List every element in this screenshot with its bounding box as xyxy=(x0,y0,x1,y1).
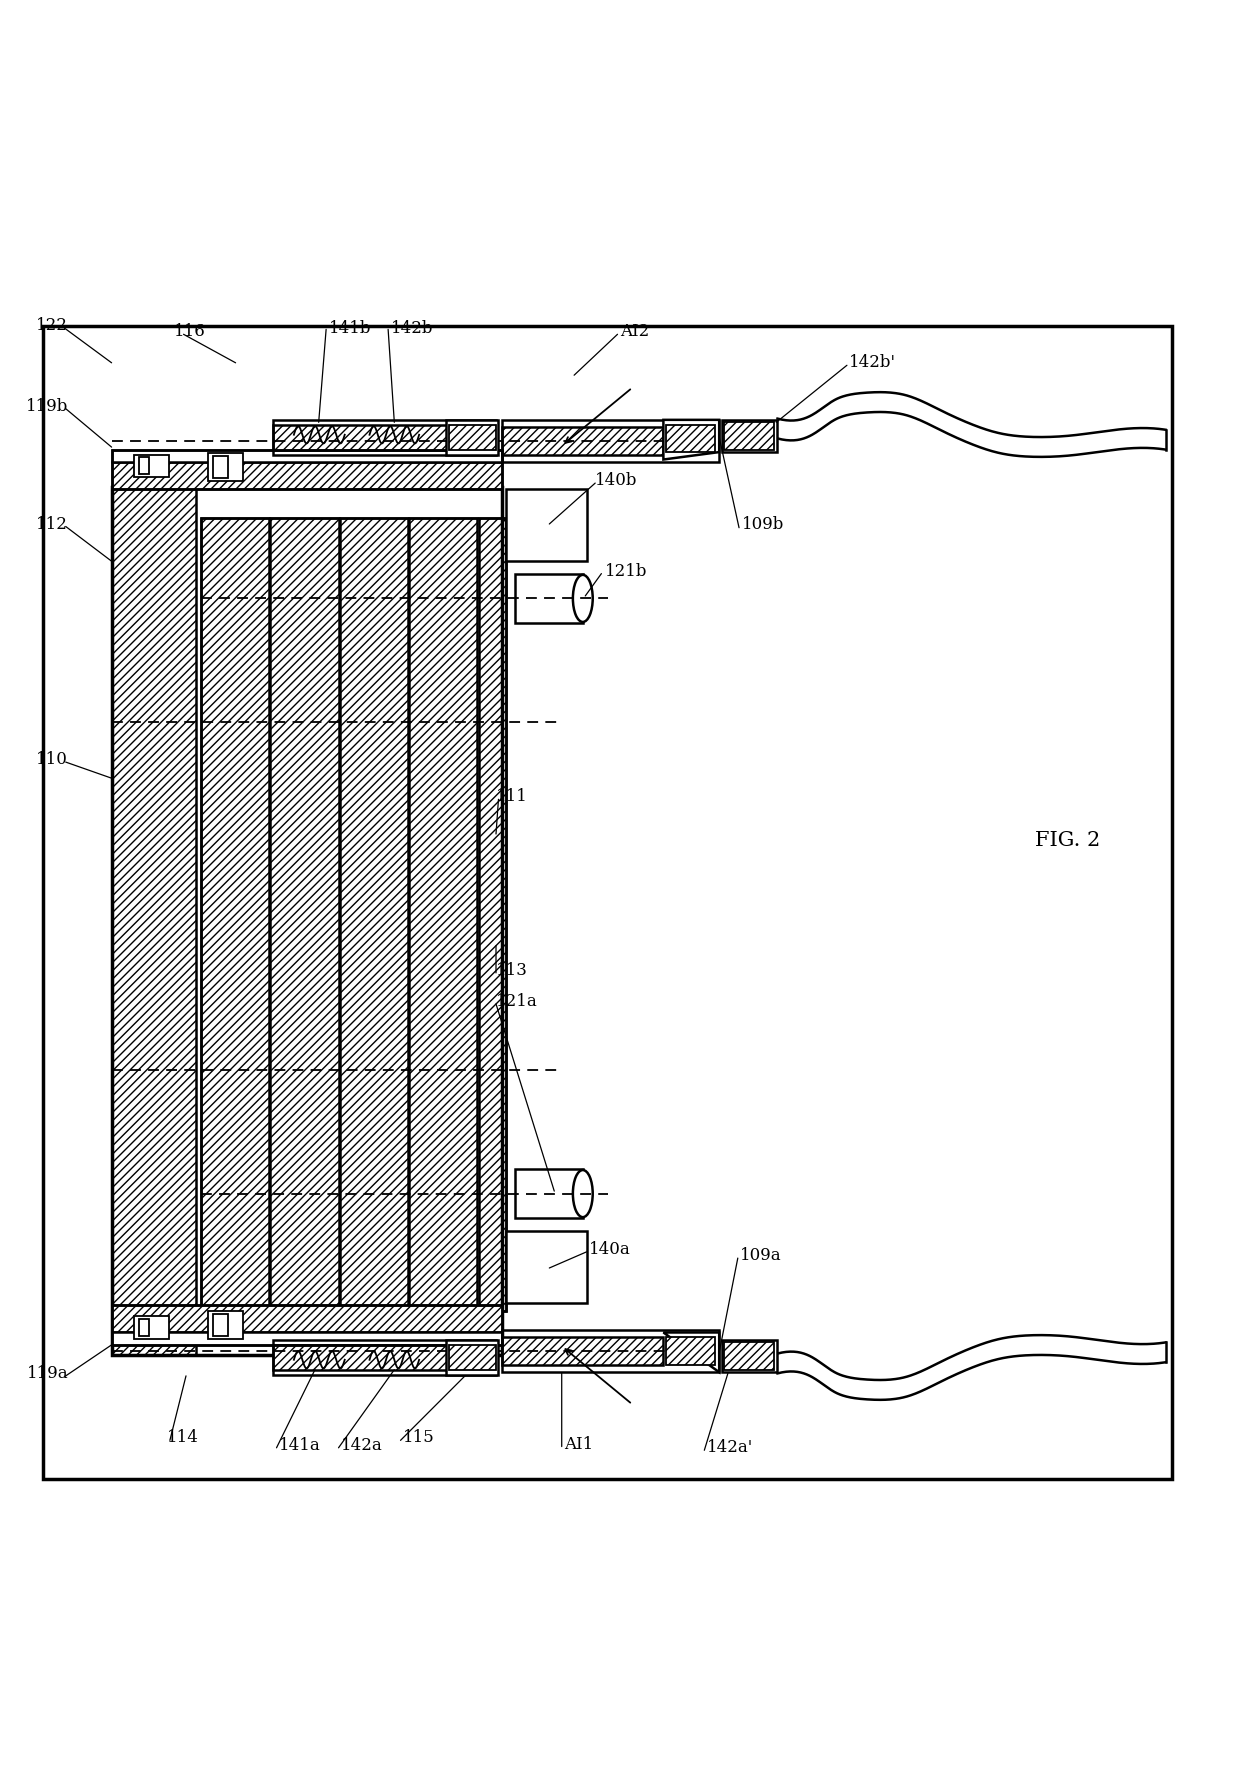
Bar xyxy=(201,518,269,1312)
Bar xyxy=(112,1305,502,1344)
Polygon shape xyxy=(663,419,719,459)
Bar xyxy=(208,1312,243,1339)
Text: 113: 113 xyxy=(496,962,528,978)
Text: 109a: 109a xyxy=(740,1247,782,1263)
Bar xyxy=(112,1333,502,1344)
Bar xyxy=(201,518,506,1312)
Bar xyxy=(502,1337,663,1366)
Text: 140a: 140a xyxy=(589,1240,631,1258)
Text: 141a: 141a xyxy=(279,1437,321,1453)
Text: 109b: 109b xyxy=(742,516,784,532)
Bar xyxy=(502,419,719,462)
Text: AI2: AI2 xyxy=(620,323,650,340)
Text: 142a: 142a xyxy=(341,1437,383,1453)
Bar xyxy=(273,1344,496,1369)
Text: 122: 122 xyxy=(36,317,68,333)
Bar xyxy=(446,1340,498,1374)
Bar xyxy=(515,1168,583,1219)
Text: 121a: 121a xyxy=(496,993,538,1011)
Text: 116: 116 xyxy=(174,323,206,340)
Bar xyxy=(666,425,715,452)
Ellipse shape xyxy=(573,575,593,622)
Bar xyxy=(479,518,506,1312)
Polygon shape xyxy=(663,1333,719,1373)
Text: 111: 111 xyxy=(496,788,528,805)
Text: 114: 114 xyxy=(167,1430,200,1446)
Bar xyxy=(273,425,496,450)
Bar xyxy=(213,1314,228,1337)
Bar xyxy=(112,462,502,489)
Text: 115: 115 xyxy=(403,1430,435,1446)
Text: 142b': 142b' xyxy=(849,355,897,371)
Ellipse shape xyxy=(573,1170,593,1217)
Text: 142b: 142b xyxy=(391,319,433,337)
Bar xyxy=(134,455,169,477)
Bar xyxy=(134,1317,169,1339)
Bar xyxy=(213,455,228,478)
Text: AI1: AI1 xyxy=(564,1435,594,1453)
Bar xyxy=(273,419,496,455)
Bar xyxy=(722,419,777,452)
Text: 141b: 141b xyxy=(329,319,371,337)
Bar xyxy=(502,426,663,455)
Bar xyxy=(724,1342,774,1369)
Bar xyxy=(409,518,477,1312)
Bar xyxy=(112,487,502,1355)
Bar xyxy=(270,518,339,1312)
Bar xyxy=(446,419,498,455)
Text: 140b: 140b xyxy=(595,471,637,489)
Bar xyxy=(112,450,502,489)
Bar xyxy=(112,450,502,462)
Text: 119b: 119b xyxy=(26,398,68,414)
Text: FIG. 2: FIG. 2 xyxy=(1035,831,1101,849)
Bar xyxy=(112,1305,502,1333)
Bar xyxy=(340,518,408,1312)
Bar xyxy=(506,1231,587,1303)
Bar xyxy=(666,1337,715,1366)
Text: 142a': 142a' xyxy=(707,1439,753,1457)
Bar xyxy=(449,1344,496,1369)
Bar xyxy=(515,573,583,624)
Bar xyxy=(724,423,774,450)
Bar xyxy=(449,425,496,450)
Text: 119a: 119a xyxy=(26,1366,68,1382)
Bar xyxy=(506,489,587,561)
Bar xyxy=(139,1319,149,1337)
Text: 121b: 121b xyxy=(605,563,647,579)
Bar xyxy=(139,457,149,475)
Bar xyxy=(208,453,243,480)
Text: 112: 112 xyxy=(36,516,68,532)
Bar xyxy=(273,1340,496,1374)
Bar xyxy=(112,487,196,1355)
Bar xyxy=(502,1330,719,1373)
Text: 110: 110 xyxy=(36,751,68,769)
Bar xyxy=(722,1340,777,1373)
